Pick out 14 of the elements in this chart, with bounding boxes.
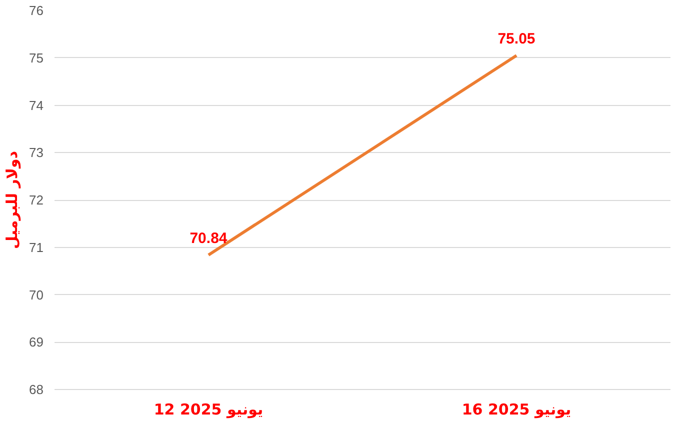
y-tick-label: 75 xyxy=(29,50,44,66)
data-label: 75.05 xyxy=(498,30,536,48)
y-tick-label: 74 xyxy=(29,98,44,113)
y-tick-label: 69 xyxy=(29,334,44,350)
y-axis-title: دولار للبرميل xyxy=(3,150,22,250)
y-tick-label: 68 xyxy=(29,382,44,397)
y-tick-label: 72 xyxy=(29,192,44,208)
y-tick-label: 76 xyxy=(29,3,44,18)
x-tick-label: 16 يونيو 2025 xyxy=(462,400,572,418)
y-tick-label: 70 xyxy=(29,287,44,302)
y-tick-label: 73 xyxy=(29,145,44,160)
y-tick-label: 71 xyxy=(29,240,44,255)
x-tick-label: 12 يونيو 2025 xyxy=(154,400,264,418)
data-label: 70.84 xyxy=(190,230,228,247)
